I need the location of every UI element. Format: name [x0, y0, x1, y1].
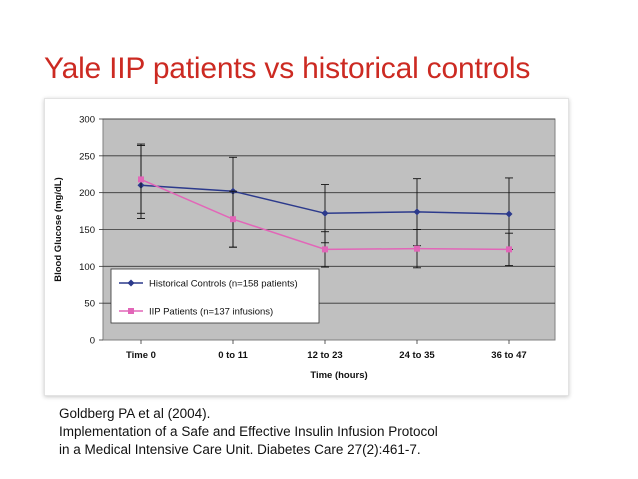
legend-label-1: IIP Patients (n=137 infusions) — [149, 307, 273, 318]
slide-title: Yale IIP patients vs historical controls — [44, 52, 531, 85]
x-tick-label-0: Time 0 — [126, 350, 156, 361]
y-tick-label-100: 100 — [79, 262, 95, 273]
x-tick-label-1: 0 to 11 — [218, 350, 248, 361]
legend-swatch-marker-0 — [127, 279, 135, 287]
point-1-2 — [322, 246, 328, 253]
citation-line-2: Implementation of a Safe and Effective I… — [59, 424, 438, 439]
x-tick-label-3: 24 to 35 — [399, 350, 435, 361]
point-1-4 — [506, 246, 512, 253]
citation-line-1: Goldberg PA et al (2004). — [59, 406, 211, 421]
legend-box — [110, 268, 320, 324]
chart-frame: 0 50 100 150 200 250 300 Time 0 0 to 11 12 to 23 2… — [44, 98, 569, 396]
x-axis-title: Time (hours) — [310, 370, 367, 381]
x-tick-label-2: 12 to 23 — [307, 350, 342, 361]
citation: Goldberg PA et al (2004). Implementation… — [59, 405, 438, 459]
y-tick-label-0: 0 — [90, 336, 95, 347]
point-0-4 — [505, 210, 513, 218]
point-0-3 — [413, 208, 421, 216]
point-1-0 — [138, 176, 144, 183]
y-axis-title: Blood Glucose (mg/dL) — [53, 177, 64, 282]
y-tick-label-150: 150 — [79, 225, 95, 236]
y-tick-label-200: 200 — [79, 188, 95, 199]
blood-glucose-chart: 0 50 100 150 200 250 300 Time 0 0 to 11 12 to 23 2… — [53, 115, 556, 381]
y-tick-label-50: 50 — [84, 299, 95, 310]
x-tick-label-4: 36 to 47 — [491, 350, 526, 361]
point-1-3 — [414, 245, 420, 252]
point-0-2 — [321, 209, 329, 217]
citation-line-3: in a Medical Intensive Care Unit. Diabet… — [59, 442, 421, 457]
y-tick-label-300: 300 — [79, 115, 95, 126]
legend-label-0: Historical Controls (n=158 patients) — [149, 279, 298, 290]
point-1-1 — [230, 216, 236, 223]
y-tick-label-250: 250 — [79, 151, 95, 162]
legend-swatch-marker-1 — [128, 308, 134, 314]
